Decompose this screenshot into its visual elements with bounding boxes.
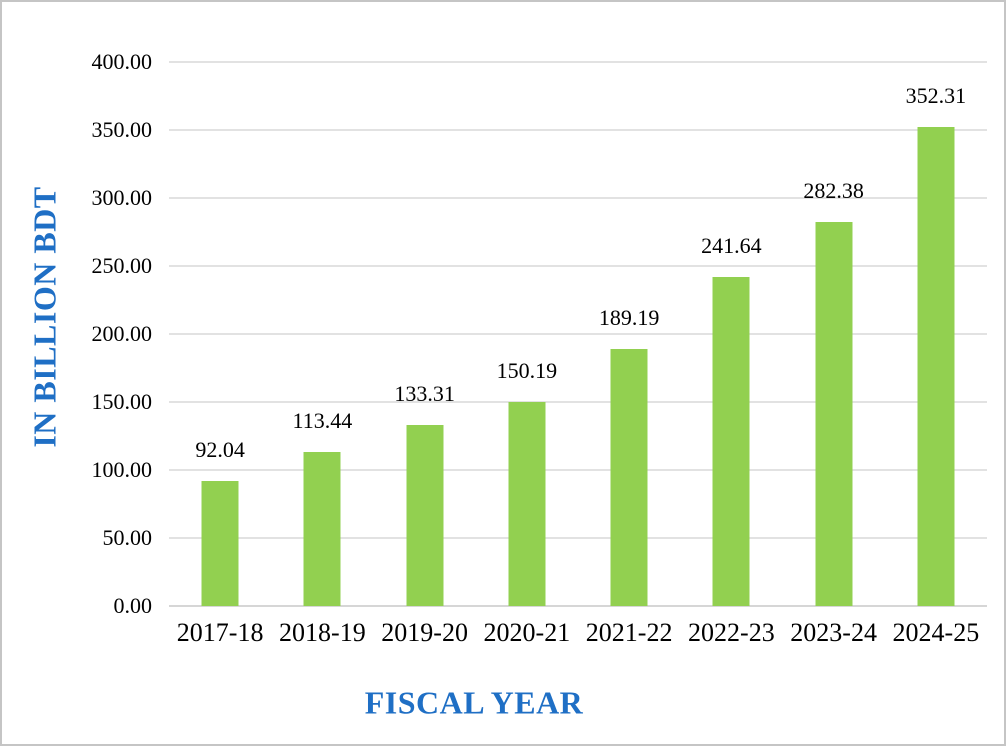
bar-2022-23 — [712, 277, 750, 606]
y-tick-label: 300.00 — [91, 185, 153, 210]
x-category-label: 2019-20 — [381, 618, 468, 647]
y-tick-label: 250.00 — [91, 253, 153, 278]
gridline — [169, 197, 987, 199]
bar-2024-25 — [917, 126, 955, 606]
gridline — [169, 61, 987, 63]
x-category-label: 2017-18 — [176, 618, 264, 647]
y-tick-label: 200.00 — [91, 321, 153, 346]
y-tick-label: 100.00 — [91, 457, 153, 482]
bar-2021-22 — [610, 348, 648, 606]
x-category-label: 2020-21 — [483, 618, 571, 647]
bar-value-label: 352.31 — [905, 82, 967, 108]
y-tick-label: 0.00 — [113, 593, 153, 618]
bar-value-label: 241.64 — [701, 233, 762, 259]
bar-2018-19 — [303, 451, 341, 606]
gridline — [169, 469, 987, 471]
x-axis-title: FISCAL YEAR — [364, 684, 584, 721]
x-category-label: 2022-23 — [688, 618, 775, 647]
y-axis-title: IN BILLION BDT — [26, 186, 63, 448]
bar-value-label: 282.38 — [803, 177, 864, 203]
bar-value-label: 133.31 — [394, 380, 455, 406]
x-axis-line — [169, 605, 987, 607]
bar-2023-24 — [815, 221, 853, 606]
gridline — [169, 129, 987, 131]
bar-2019-20 — [406, 424, 444, 606]
bar-value-label: 113.44 — [292, 407, 353, 433]
bar-value-label: 189.19 — [598, 304, 660, 330]
x-category-label: 2023-24 — [790, 618, 877, 647]
x-category-label: 2024-25 — [892, 618, 980, 647]
bar-value-label: 92.04 — [195, 436, 245, 462]
y-tick-label: 150.00 — [91, 389, 153, 414]
bar-2020-21 — [508, 401, 546, 606]
gridline — [169, 537, 987, 539]
gridline — [169, 401, 987, 403]
y-tick-label: 350.00 — [91, 117, 153, 142]
bar-value-label: 150.19 — [496, 357, 558, 383]
x-category-label: 2018-19 — [279, 618, 366, 647]
gridline — [169, 265, 987, 267]
plot-area: 0.00 50.00 100.00 150.00 200.00 250.00 300.00 3… — [92, 49, 987, 647]
bar-2017-18 — [201, 480, 239, 606]
gridline — [169, 333, 987, 335]
x-category-label: 2021-22 — [585, 618, 673, 647]
y-tick-label: 50.00 — [102, 525, 153, 550]
y-tick-label: 400.00 — [91, 49, 153, 74]
